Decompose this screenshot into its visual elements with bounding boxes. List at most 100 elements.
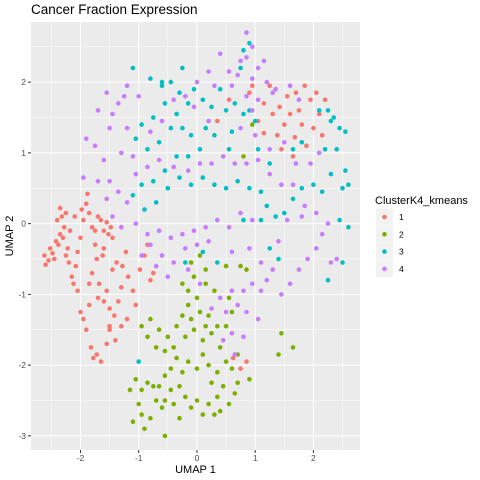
data-point-cluster-4 [185,168,191,173]
data-point-cluster-2 [247,377,252,382]
data-point-cluster-4 [220,338,226,343]
data-point-cluster-3 [229,129,235,134]
data-point-cluster-2 [200,352,206,357]
data-point-cluster-4 [308,161,313,166]
data-point-cluster-1 [46,258,51,263]
data-point-cluster-1 [284,94,290,99]
data-point-cluster-2 [185,302,191,308]
data-point-cluster-4 [101,157,107,163]
data-point-cluster-1 [98,359,104,364]
data-point-cluster-4 [255,97,261,103]
data-point-cluster-1 [125,274,131,280]
data-point-cluster-1 [267,83,273,88]
x-axis: -2 -1 0 1 2 [77,450,316,463]
data-point-cluster-2 [217,408,223,414]
data-point-cluster-2 [185,288,191,294]
data-point-cluster-4 [183,94,188,99]
data-point-cluster-4 [185,267,191,272]
data-point-cluster-1 [137,267,143,272]
data-point-cluster-4 [81,175,86,180]
data-point-cluster-1 [72,214,77,219]
data-point-cluster-3 [252,118,258,124]
data-point-cluster-3 [200,97,206,103]
data-point-cluster-2 [238,263,243,269]
data-point-cluster-1 [50,251,55,256]
data-point-cluster-2 [241,154,246,159]
data-point-cluster-2 [206,313,211,318]
data-point-cluster-4 [238,58,243,64]
data-point-cluster-4 [241,288,246,294]
data-point-cluster-3 [162,101,168,106]
data-point-cluster-3 [334,147,340,152]
data-point-cluster-3 [311,182,316,187]
data-point-cluster-3 [343,168,348,173]
data-point-cluster-1 [53,239,59,244]
data-point-cluster-4 [107,178,112,184]
data-point-cluster-2 [136,401,141,407]
data-point-cluster-2 [200,338,206,343]
data-point-cluster-3 [188,132,194,138]
data-point-cluster-4 [171,164,176,170]
data-point-cluster-3 [255,147,261,152]
data-point-cluster-3 [264,203,270,209]
data-point-cluster-2 [139,387,144,393]
data-point-cluster-3 [331,115,337,120]
data-point-cluster-2 [188,316,194,322]
data-point-cluster-3 [226,147,232,152]
data-point-cluster-3 [177,175,182,180]
data-point-cluster-1 [123,249,129,255]
data-point-cluster-3 [290,196,296,202]
data-point-cluster-1 [98,217,104,223]
data-point-cluster-2 [194,295,200,301]
data-point-cluster-1 [275,132,280,138]
data-point-cluster-3 [223,108,229,113]
data-point-cluster-3 [290,147,296,152]
data-point-cluster-4 [165,274,171,280]
data-point-cluster-1 [95,214,101,219]
data-point-cluster-2 [159,405,165,410]
data-point-cluster-4 [232,352,238,357]
legend-items: 1 2 3 4 [376,208,404,278]
data-point-cluster-4 [328,260,334,265]
data-point-cluster-1 [89,270,95,276]
data-point-cluster-3 [340,185,345,191]
data-point-cluster-3 [159,79,165,85]
data-point-cluster-3 [180,65,185,71]
data-point-cluster-3 [299,185,305,191]
legend: ClusterK4_kmeans 1 2 3 4 [375,195,468,278]
data-point-cluster-1 [92,228,98,233]
chart-title: Cancer Fraction Expression [31,2,198,17]
data-point-cluster-3 [142,207,147,212]
data-point-cluster-1 [119,323,124,329]
data-point-cluster-3 [188,182,194,187]
data-point-cluster-4 [206,118,211,124]
data-point-cluster-1 [314,90,319,95]
data-point-cluster-1 [270,111,276,117]
data-point-cluster-1 [104,219,109,225]
data-point-cluster-3 [185,101,191,106]
data-point-cluster-4 [136,94,141,99]
data-point-cluster-1 [84,327,89,333]
data-point-cluster-4 [121,94,127,99]
data-point-cluster-4 [255,65,261,71]
data-point-cluster-4 [191,104,197,110]
data-point-cluster-4 [220,154,226,159]
data-point-cluster-4 [217,51,223,57]
data-point-cluster-3 [273,214,278,219]
data-point-cluster-2 [171,345,176,350]
data-point-cluster-1 [75,288,80,294]
data-point-cluster-4 [250,281,255,287]
data-point-cluster-4 [226,69,232,74]
data-point-cluster-3 [133,136,139,141]
data-point-cluster-1 [61,224,67,230]
x-tick-label: -1 [135,453,143,463]
data-point-cluster-2 [188,405,194,410]
data-point-cluster-4 [244,55,249,60]
data-point-cluster-1 [299,122,305,127]
data-point-cluster-2 [183,394,188,400]
data-point-cluster-4 [279,182,284,187]
data-point-cluster-2 [215,323,220,329]
data-point-cluster-4 [153,263,159,269]
data-point-cluster-2 [223,263,229,269]
